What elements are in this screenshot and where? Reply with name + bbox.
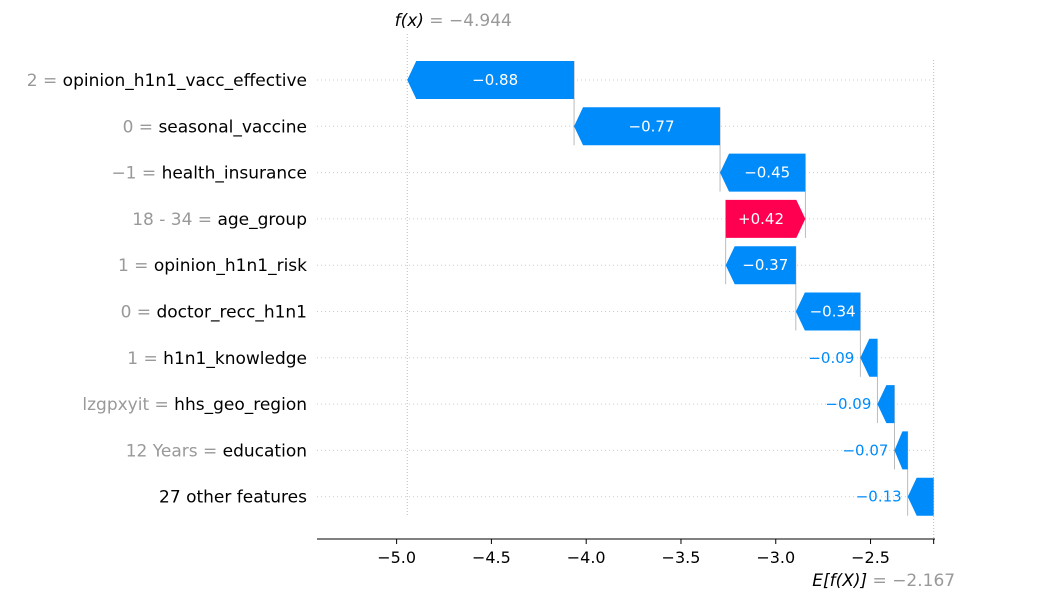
- x-tick-label: −3.5: [662, 548, 701, 567]
- feature-value: lzgpxyit =: [82, 395, 174, 415]
- bar-value-label: −0.88: [472, 71, 518, 89]
- feature-name: opinion_h1n1_risk: [154, 256, 307, 276]
- feature-name: education: [223, 441, 307, 461]
- feature-label: 12 Years = education: [126, 441, 307, 461]
- waterfall-bar: [407, 61, 575, 99]
- feature-name: age_group: [217, 210, 307, 230]
- feature-value: 0 =: [123, 117, 159, 137]
- feature-name: 27 other features: [159, 488, 307, 508]
- fx-label: f(x): [395, 11, 424, 31]
- bar-value-label: +0.42: [738, 210, 784, 228]
- feature-label: lzgpxyit = hhs_geo_region: [82, 395, 307, 415]
- feature-value: 1 =: [127, 349, 163, 369]
- ex-label: E[f(X)]: [812, 571, 867, 591]
- feature-value: 2 =: [27, 71, 63, 91]
- feature-name: opinion_h1n1_vacc_effective: [63, 71, 307, 91]
- fx-annotation: f(x) = −4.944: [395, 11, 512, 31]
- waterfall-bar: [725, 246, 796, 285]
- x-axis: −5.0 −4.5 −4.0 −3.5 −3.0 −2.5: [317, 538, 935, 567]
- feature-name: hhs_geo_region: [174, 395, 307, 415]
- feature-label: 1 = h1n1_knowledge: [127, 349, 307, 369]
- x-tick-label: −4.5: [472, 548, 511, 567]
- bar-value-label: −0.09: [825, 395, 871, 413]
- waterfall-bar: [795, 292, 861, 331]
- bar-value-label: −0.37: [742, 256, 788, 274]
- bar-value-label: −0.13: [856, 488, 902, 506]
- waterfall-bar: [907, 477, 934, 516]
- x-tick-label: −4.0: [567, 548, 606, 567]
- feature-name: doctor_recc_h1n1: [156, 303, 307, 323]
- feature-value: 1 =: [118, 256, 154, 276]
- feature-value: −1 =: [111, 164, 161, 184]
- feature-label: 18 - 34 = age_group: [132, 210, 307, 230]
- x-tick-label: −3.0: [756, 548, 795, 567]
- feature-label: 2 = opinion_h1n1_vacc_effective: [27, 71, 307, 91]
- bar-value-label: −0.07: [842, 441, 888, 459]
- waterfall-bar: [860, 338, 878, 377]
- waterfall-bar: [574, 107, 721, 146]
- ex-value: −2.167: [892, 571, 955, 591]
- expected-value-annotation: E[f(X)] = −2.167: [812, 571, 955, 591]
- bar-value-label: −0.45: [744, 164, 790, 182]
- waterfall-bar: [720, 153, 806, 192]
- feature-value: 12 Years =: [126, 441, 223, 461]
- feature-name: seasonal_vaccine: [158, 117, 307, 137]
- fx-value: −4.944: [449, 11, 512, 31]
- feature-label: 1 = opinion_h1n1_risk: [118, 256, 307, 276]
- bar-value-label: −0.09: [808, 349, 854, 367]
- feature-value: 0 =: [121, 303, 157, 323]
- waterfall-bar: [877, 385, 895, 424]
- x-tick-label: −2.5: [851, 548, 890, 567]
- fx-equals: =: [424, 11, 449, 31]
- feature-value: 18 - 34 =: [132, 210, 217, 230]
- bar-value-label: −0.34: [810, 303, 856, 321]
- ex-equals: =: [867, 571, 892, 591]
- feature-label: −1 = health_insurance: [111, 164, 307, 184]
- waterfall-bar: [894, 431, 908, 470]
- feature-labels: 2 = opinion_h1n1_vacc_effective 0 = seaso…: [27, 71, 307, 508]
- feature-label: 27 other features: [159, 488, 307, 508]
- bars: −0.88 −0.77 −0.45 +0.42 −0.37 −0.34 −0.09 −0.09…: [407, 61, 934, 516]
- waterfall-bar: [725, 199, 806, 238]
- x-tick-label: −5.0: [377, 548, 416, 567]
- feature-label: 0 = doctor_recc_h1n1: [121, 303, 307, 323]
- bar-value-label: −0.77: [629, 117, 675, 135]
- feature-label: 0 = seasonal_vaccine: [123, 117, 307, 137]
- feature-name: health_insurance: [162, 164, 307, 184]
- feature-name: h1n1_knowledge: [163, 349, 307, 369]
